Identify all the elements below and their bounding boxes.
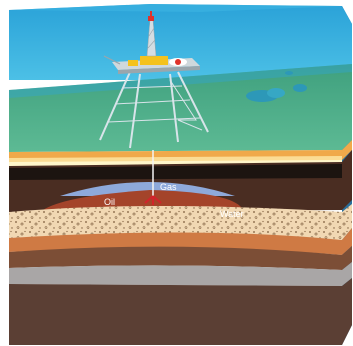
oil-platform-icon [99, 11, 209, 149]
pebble-layer [9, 204, 352, 240]
seabed-plane [9, 64, 352, 152]
sea-water [9, 4, 352, 80]
seabed-rock-icon [246, 71, 307, 102]
drill-bit-icon [144, 150, 162, 205]
water-label: Water [220, 209, 244, 219]
gas-label: Gas [160, 182, 177, 192]
bottom-layer [9, 278, 352, 345]
brown-layer [9, 246, 352, 270]
grey-layer [9, 262, 352, 286]
oil-label: Oil [104, 197, 115, 207]
